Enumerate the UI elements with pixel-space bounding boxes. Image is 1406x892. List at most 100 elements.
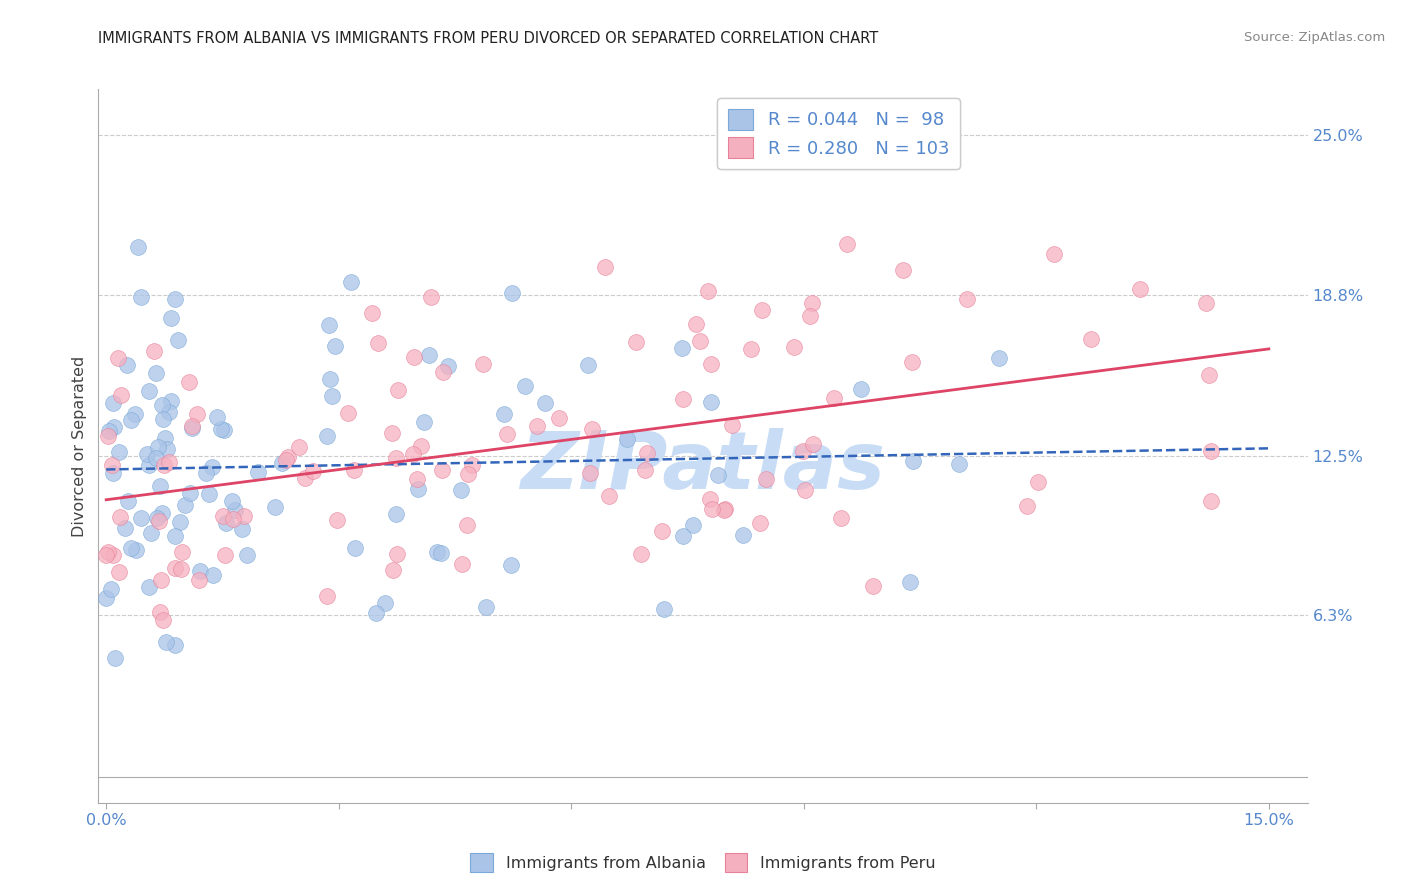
Point <box>150 574 173 588</box>
Point <box>450 483 472 498</box>
Point <box>221 494 243 508</box>
Point <box>409 438 432 452</box>
Point <box>501 558 523 572</box>
Point <box>107 351 129 366</box>
Text: ZIPatlas: ZIPatlas <box>520 428 886 507</box>
Point <box>402 351 425 365</box>
Point <box>270 456 292 470</box>
Point <box>700 358 723 372</box>
Text: IMMIGRANTS FROM ALBANIA VS IMMIGRANTS FROM PERU DIVORCED OR SEPARATED CORRELATIO: IMMIGRANTS FROM ALBANIA VS IMMIGRANTS FR… <box>98 31 879 46</box>
Point <box>165 529 187 543</box>
Point <box>501 285 523 300</box>
Point <box>205 410 228 425</box>
Point <box>898 574 921 589</box>
Point <box>849 382 872 396</box>
Point <box>97 545 120 559</box>
Point <box>108 445 131 459</box>
Point <box>792 444 814 458</box>
Point <box>696 284 718 298</box>
Point <box>129 290 152 304</box>
Point <box>274 453 297 467</box>
Point <box>163 561 186 575</box>
Point <box>700 394 723 409</box>
Point <box>823 391 845 405</box>
Point <box>224 503 246 517</box>
Point <box>456 517 478 532</box>
Point <box>277 450 299 465</box>
Point <box>96 591 118 606</box>
Point <box>138 458 160 472</box>
Point <box>783 340 806 354</box>
Point <box>671 342 693 356</box>
Point <box>749 516 772 531</box>
Point <box>1080 332 1102 346</box>
Point <box>955 292 977 306</box>
Point <box>801 436 824 450</box>
Point <box>457 467 479 482</box>
Point <box>188 565 211 579</box>
Point <box>101 458 124 472</box>
Point <box>325 513 347 527</box>
Point <box>706 468 728 483</box>
Point <box>169 515 191 529</box>
Point <box>145 366 167 380</box>
Point <box>344 541 367 555</box>
Point <box>146 511 169 525</box>
Point <box>835 236 858 251</box>
Point <box>426 545 449 559</box>
Point <box>153 431 176 445</box>
Point <box>475 599 498 614</box>
Point <box>294 471 316 485</box>
Point <box>135 447 157 461</box>
Point <box>381 563 404 577</box>
Point <box>194 467 217 481</box>
Point <box>172 545 194 559</box>
Point <box>215 516 238 531</box>
Point <box>801 295 824 310</box>
Text: Source: ZipAtlas.com: Source: ZipAtlas.com <box>1244 31 1385 45</box>
Point <box>579 466 602 480</box>
Point <box>97 429 120 443</box>
Point <box>384 507 406 521</box>
Point <box>755 472 778 486</box>
Point <box>157 455 180 469</box>
Point <box>432 463 454 477</box>
Point <box>201 460 224 475</box>
Point <box>336 406 359 420</box>
Point <box>740 342 762 356</box>
Point <box>179 486 201 500</box>
Point <box>110 388 132 402</box>
Point <box>108 565 131 579</box>
Point <box>138 581 160 595</box>
Point <box>361 306 384 320</box>
Point <box>165 292 187 306</box>
Point <box>150 398 173 412</box>
Point <box>343 463 366 477</box>
Point <box>714 501 737 516</box>
Point <box>233 509 256 524</box>
Point <box>891 263 914 277</box>
Point <box>367 335 389 350</box>
Point <box>231 522 253 536</box>
Point <box>472 357 495 371</box>
Point <box>101 549 124 563</box>
Point <box>302 463 325 477</box>
Point <box>699 491 721 506</box>
Point <box>129 510 152 524</box>
Point <box>146 440 169 454</box>
Point <box>713 502 735 516</box>
Point <box>212 508 235 523</box>
Point <box>186 407 208 421</box>
Point <box>406 483 429 497</box>
Point <box>494 407 516 421</box>
Point <box>672 392 695 406</box>
Point <box>127 240 149 254</box>
Point <box>636 446 658 460</box>
Point <box>325 339 347 353</box>
Point <box>418 348 440 362</box>
Y-axis label: Divorced or Separated: Divorced or Separated <box>72 355 87 537</box>
Point <box>436 359 458 373</box>
Point <box>174 498 197 512</box>
Point <box>214 548 236 562</box>
Point <box>152 613 174 627</box>
